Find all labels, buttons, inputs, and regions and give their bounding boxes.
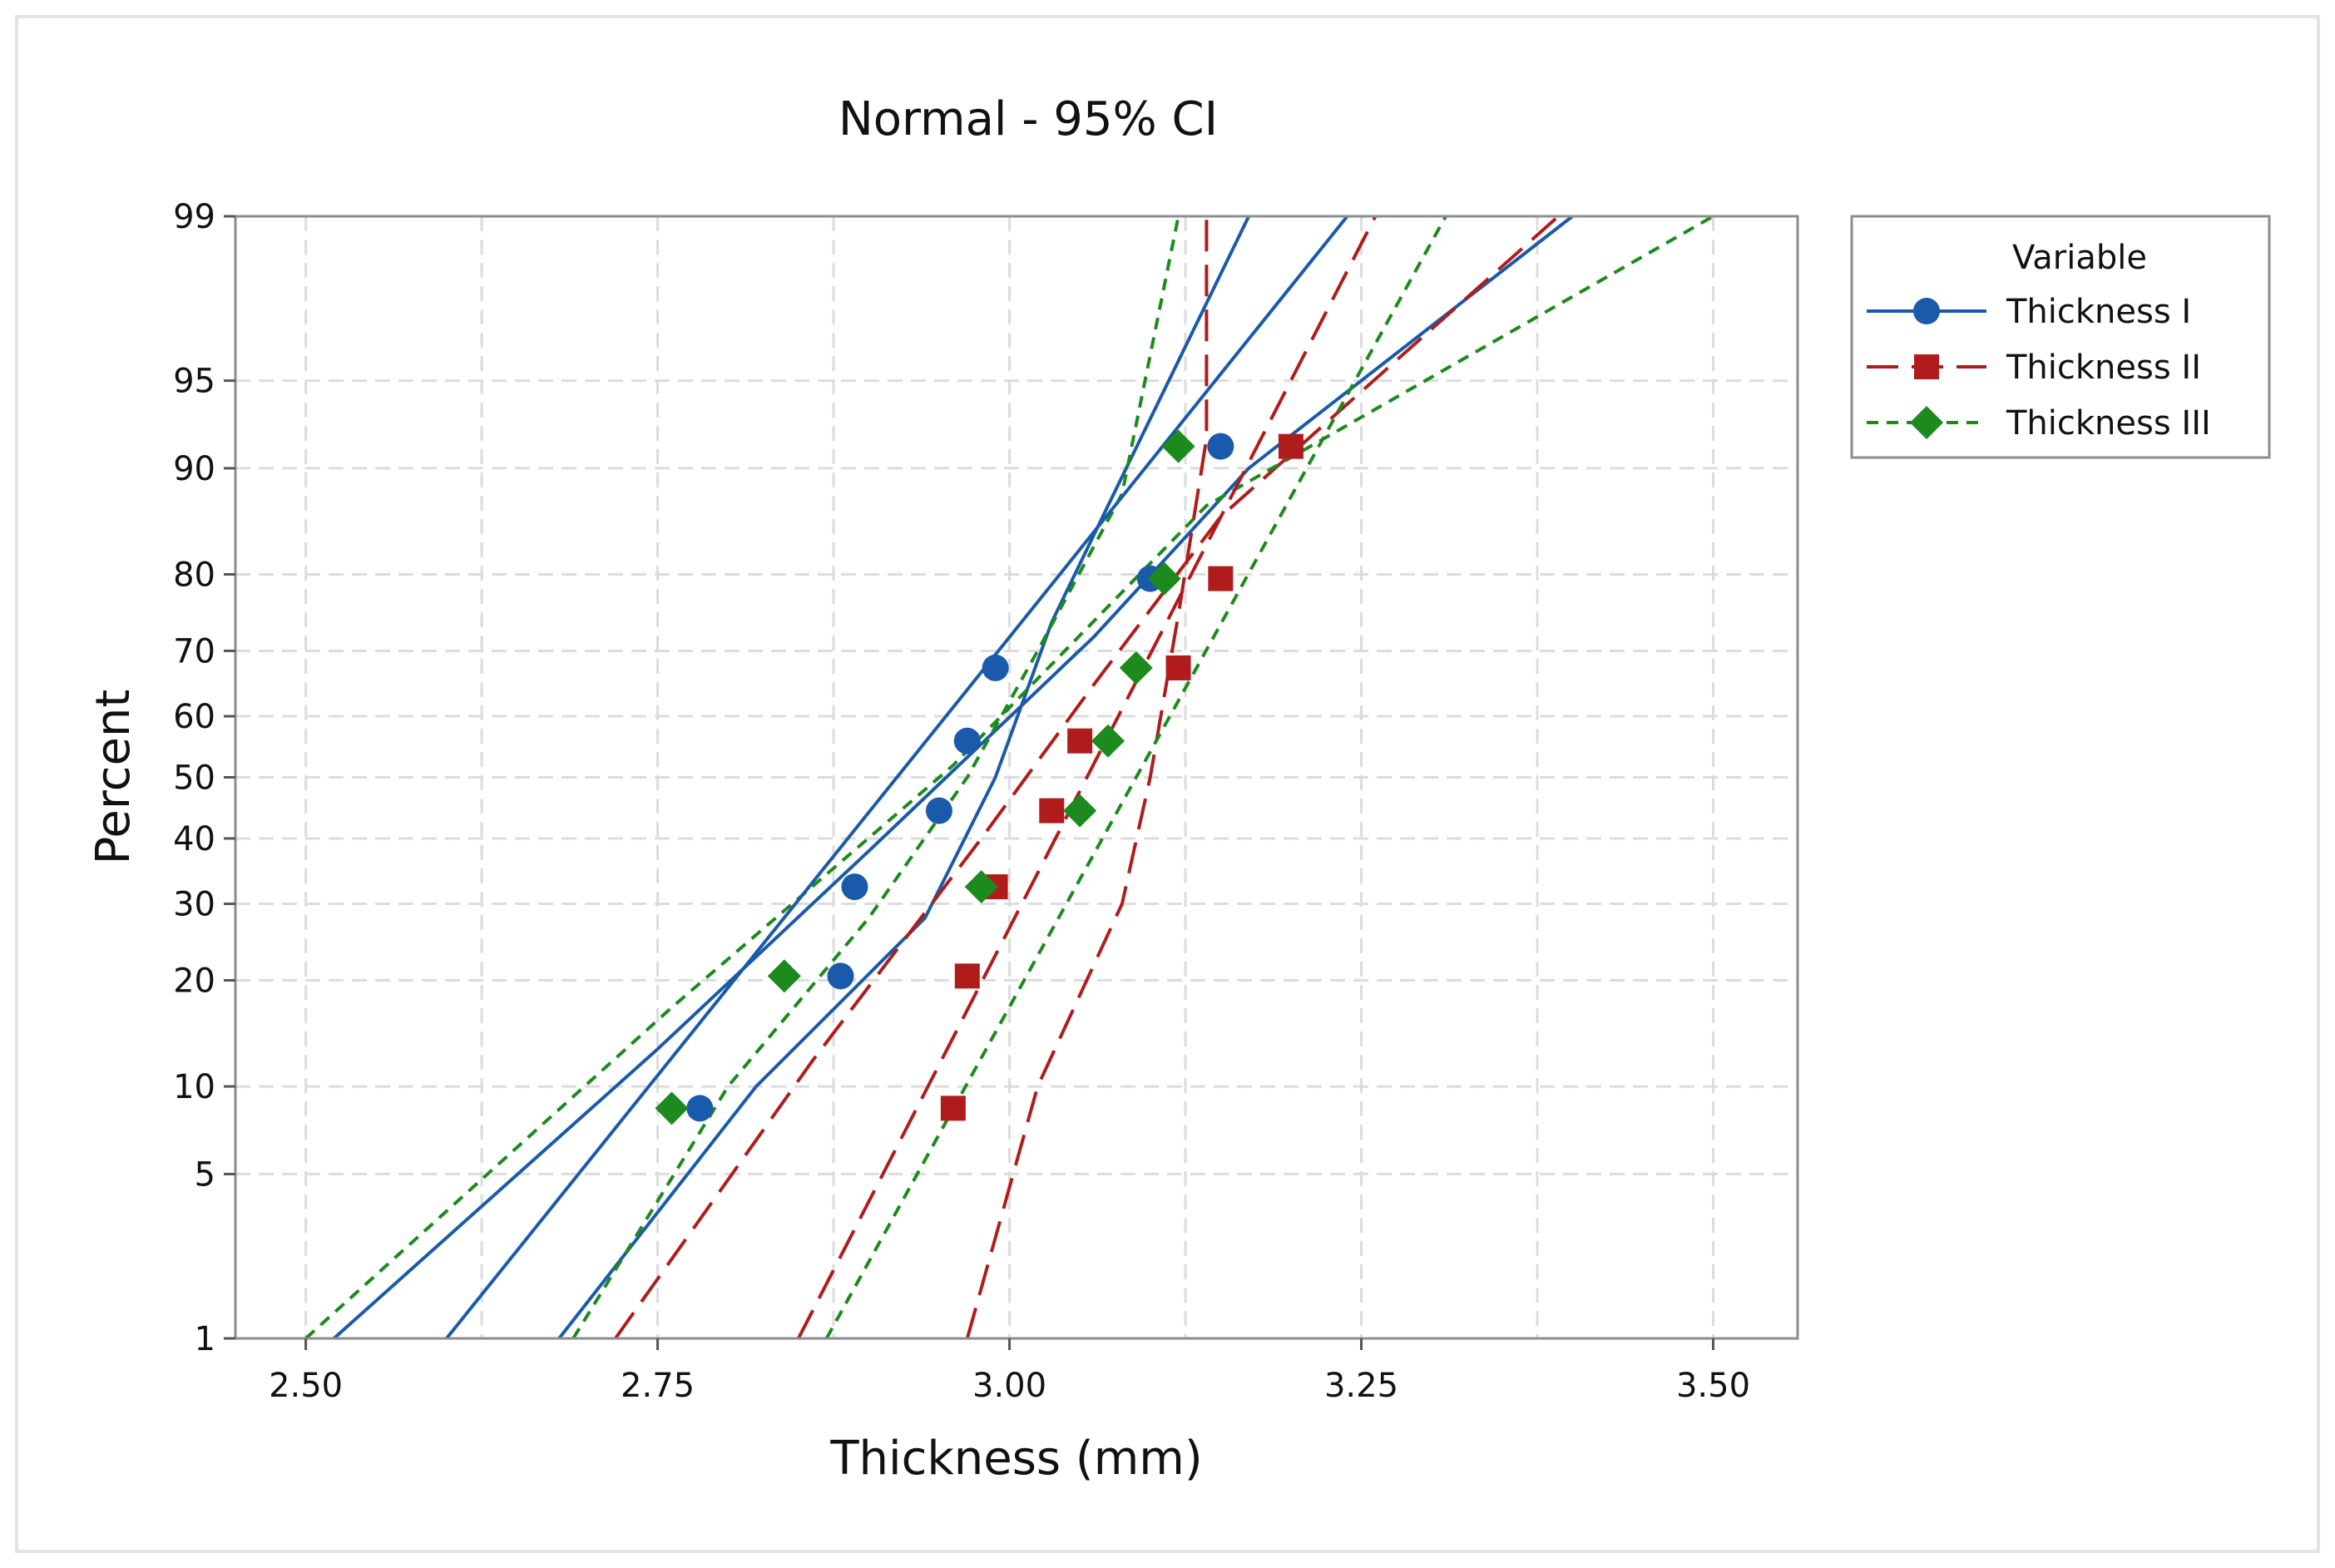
x-tick-label: 3.50: [1676, 1367, 1750, 1405]
confidence-bands: [304, 215, 1714, 1340]
x-tick-label: 3.25: [1324, 1367, 1398, 1405]
thickness-ii-ci-upper-line: [965, 216, 1209, 1339]
thickness-i-ci-upper-line: [557, 215, 1250, 1340]
y-tick-label: 10: [173, 1068, 215, 1106]
thickness-i-ci-lower-line: [333, 215, 1574, 1340]
y-tick-label: 90: [173, 450, 215, 488]
thickness-iii-data-point: [767, 959, 801, 993]
thickness-i-data-point: [953, 727, 981, 754]
y-tick-label: 80: [173, 556, 215, 594]
thickness-i-data-point: [841, 873, 868, 901]
thickness-ii-fit-line: [797, 215, 1378, 1339]
y-tick-label: 40: [173, 820, 215, 858]
thickness-ii-data-point: [1208, 566, 1234, 591]
x-tick-label: 2.75: [621, 1367, 695, 1405]
thickness-i-fit-line: [445, 215, 1349, 1340]
thickness-ii-data-point: [1165, 655, 1191, 680]
y-tick-label: 50: [173, 759, 215, 798]
y-tick-label: 95: [173, 363, 215, 401]
y-tick-label: 99: [173, 198, 215, 236]
thickness-i-data-point: [1207, 433, 1234, 460]
thickness-i-data-point: [827, 962, 854, 990]
thickness-iii-ci-lower-line: [304, 215, 1714, 1340]
y-tick-label: 5: [195, 1155, 215, 1194]
y-tick-label: 20: [173, 962, 215, 1001]
legend-title: Variable: [2012, 239, 2147, 277]
x-axis-label: Thickness (mm): [829, 1432, 1202, 1486]
thickness-i-data-point: [982, 654, 1009, 681]
x-axis-ticks: 2.50 2.75 3.00 3.25 3.50: [269, 1338, 1750, 1405]
x-tick-label: 3.00: [972, 1367, 1046, 1405]
thickness-iii-data-point: [1147, 561, 1181, 596]
y-axis-label: Percent: [87, 690, 141, 865]
thickness-i-data-point: [686, 1095, 714, 1122]
thickness-ii-data-point: [940, 1096, 966, 1121]
thickness-iii-data-point: [1161, 429, 1195, 463]
thickness-ii-data-point: [954, 963, 980, 989]
y-tick-label: 70: [173, 632, 215, 670]
thickness-ii-data-point: [1067, 728, 1093, 754]
legend-marker-thickness-iii: [1910, 406, 1943, 439]
legend-entries: Thickness I Thickness II Thickness III: [1867, 293, 2211, 443]
thickness-iii-data-point: [655, 1091, 689, 1125]
fit-lines: [445, 215, 1447, 1340]
y-tick-label: 60: [173, 698, 215, 736]
thickness-ii-data-point: [1278, 433, 1304, 459]
legend-marker-thickness-i: [1913, 298, 1940, 324]
thickness-iii-ci-upper-line: [571, 215, 1180, 1340]
y-tick-label: 30: [173, 886, 215, 924]
legend-label-thickness-iii: Thickness III: [2006, 404, 2211, 443]
thickness-ii-data-point: [1039, 798, 1065, 824]
thickness-i-data-point: [925, 797, 952, 824]
thickness-iii-data-point: [1063, 794, 1097, 828]
thickness-iii-data-point: [964, 870, 998, 904]
legend-marker-thickness-ii: [1914, 354, 1939, 379]
y-axis-ticks: 1 5 10 20 30 40 50 60 70 80 90 95 99: [173, 198, 235, 1358]
y-tick-label: 1: [195, 1320, 215, 1358]
x-tick-label: 2.50: [269, 1367, 343, 1405]
chart-title: Normal - 95% CI: [839, 92, 1218, 146]
legend-box: [1850, 215, 2271, 459]
data-points: [655, 429, 1304, 1125]
grid: [235, 215, 1798, 1340]
thickness-iii-data-point: [1119, 650, 1153, 685]
thickness-iii-fit-line: [824, 215, 1447, 1339]
legend-label-thickness-ii: Thickness II: [2006, 349, 2201, 387]
thickness-iii-data-point: [1091, 724, 1125, 758]
legend-label-thickness-i: Thickness I: [2006, 293, 2191, 331]
